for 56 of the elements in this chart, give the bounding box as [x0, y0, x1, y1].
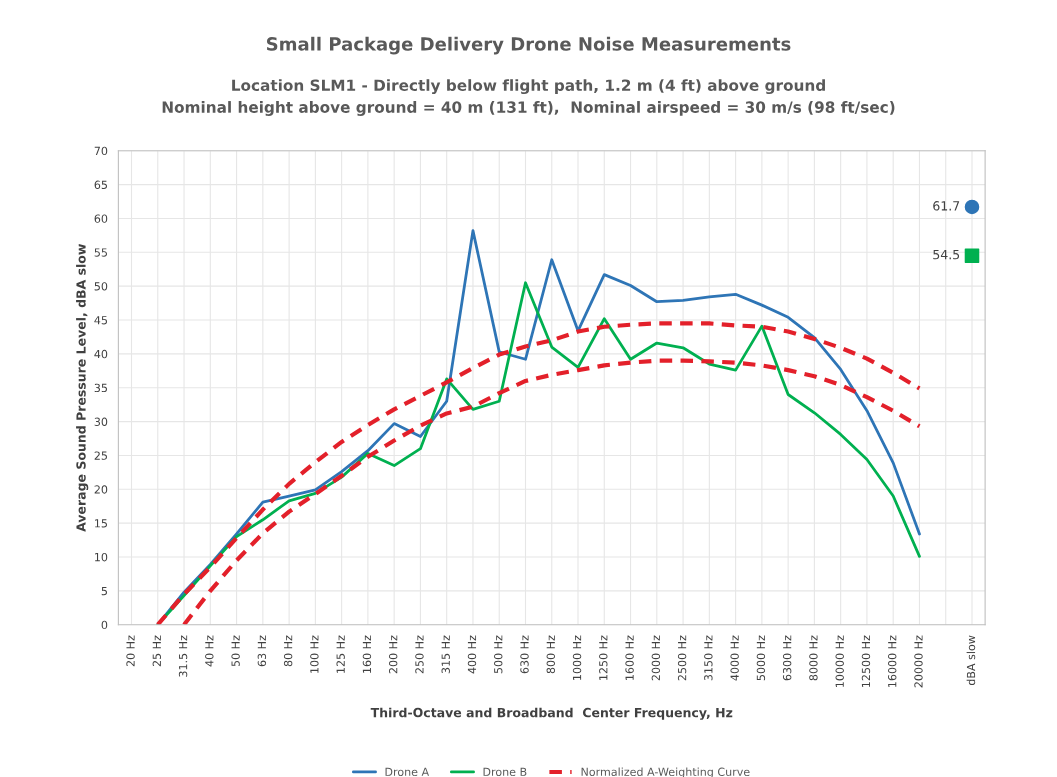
- y-tick-label: 25: [94, 451, 107, 460]
- x-tick-label: 20 Hz: [126, 635, 135, 667]
- y-tick-label: 65: [94, 180, 107, 189]
- y-axis-title: Average Sound Pressure Level, dBA slow: [76, 244, 89, 532]
- y-tick-label: 10: [95, 552, 108, 562]
- x-tick-label: 16000 Hz: [888, 635, 897, 687]
- x-tick-label: 250 Hz: [415, 635, 424, 674]
- x-tick-label: 6300 Hz: [782, 635, 792, 681]
- x-tick-label: 2500 Hz: [677, 635, 687, 681]
- chart-title: Small Package Delivery Drone Noise Measurements: [266, 36, 791, 55]
- x-tick-label: dBA slow: [966, 635, 976, 686]
- data-label: 61.7: [933, 201, 960, 211]
- x-tick-label: 4000 Hz: [730, 635, 739, 681]
- x-tick-label: 1250 Hz: [599, 635, 608, 680]
- y-tick-label: 50: [94, 282, 108, 291]
- x-tick-label: 63 Hz: [257, 635, 267, 667]
- x-tick-label: 315 Hz: [441, 635, 450, 674]
- y-tick-label: 40: [94, 349, 108, 359]
- y-tick-label: 20: [94, 485, 108, 494]
- x-tick-label: 25 Hz: [152, 635, 162, 667]
- x-tick-label: 100 Hz: [310, 635, 319, 673]
- x-tick-label: 630 Hz: [520, 635, 529, 674]
- y-tick-label: 70: [94, 146, 108, 156]
- x-axis-title: Third-Octave and Broadband Center Frequency, Hz: [370, 707, 733, 720]
- x-tick-label: 31.5 Hz: [178, 635, 188, 677]
- x-tick-label: 8000 Hz: [809, 635, 818, 681]
- y-tick-label: 60: [94, 214, 108, 223]
- y-tick-label: 35: [94, 383, 107, 393]
- x-tick-label: 5000 Hz: [756, 635, 766, 681]
- x-tick-label: 20000 Hz: [914, 635, 923, 688]
- data-label: 54.5: [933, 250, 960, 260]
- x-tick-label: 500 Hz: [494, 635, 503, 674]
- x-tick-label: 12500 Hz: [861, 635, 871, 687]
- x-tick-label: 1000 Hz: [572, 635, 582, 680]
- y-tick-label: 30: [94, 417, 108, 426]
- x-tick-label: 400 Hz: [467, 635, 477, 674]
- x-tick-label: 40 Hz: [205, 635, 214, 667]
- line-series: [181, 358, 922, 625]
- legend-label: Drone A: [385, 767, 430, 777]
- x-tick-label: 1600 Hz: [625, 635, 634, 680]
- legend-label: Drone B: [483, 767, 527, 777]
- x-tick-label: 200 Hz: [388, 635, 398, 674]
- y-tick-label: 15: [95, 519, 107, 528]
- y-tick-label: 45: [94, 316, 107, 325]
- x-tick-label: 50 Hz: [231, 635, 240, 667]
- x-tick-label: 80 Hz: [283, 635, 293, 667]
- x-tick-label: 160 Hz: [362, 635, 372, 673]
- x-tick-label: 125 Hz: [336, 635, 345, 673]
- y-tick-label: 55: [94, 248, 107, 257]
- x-tick-label: 2000 Hz: [651, 635, 661, 681]
- x-tick-label: 3150 Hz: [704, 635, 713, 681]
- chart-subtitle: Location SLM1 - Directly below flight path, 1.2 m (4 ft) above ground Nominal height above ground = 40 m (131 ft), Nominal airspeed = 30 m/s (98 ft/sec): [162, 79, 895, 116]
- y-tick-label: 0: [101, 620, 108, 630]
- x-tick-label: 10000 Hz: [835, 635, 844, 687]
- x-tick-label: 800 Hz: [546, 635, 555, 674]
- y-tick-label: 5: [101, 586, 107, 596]
